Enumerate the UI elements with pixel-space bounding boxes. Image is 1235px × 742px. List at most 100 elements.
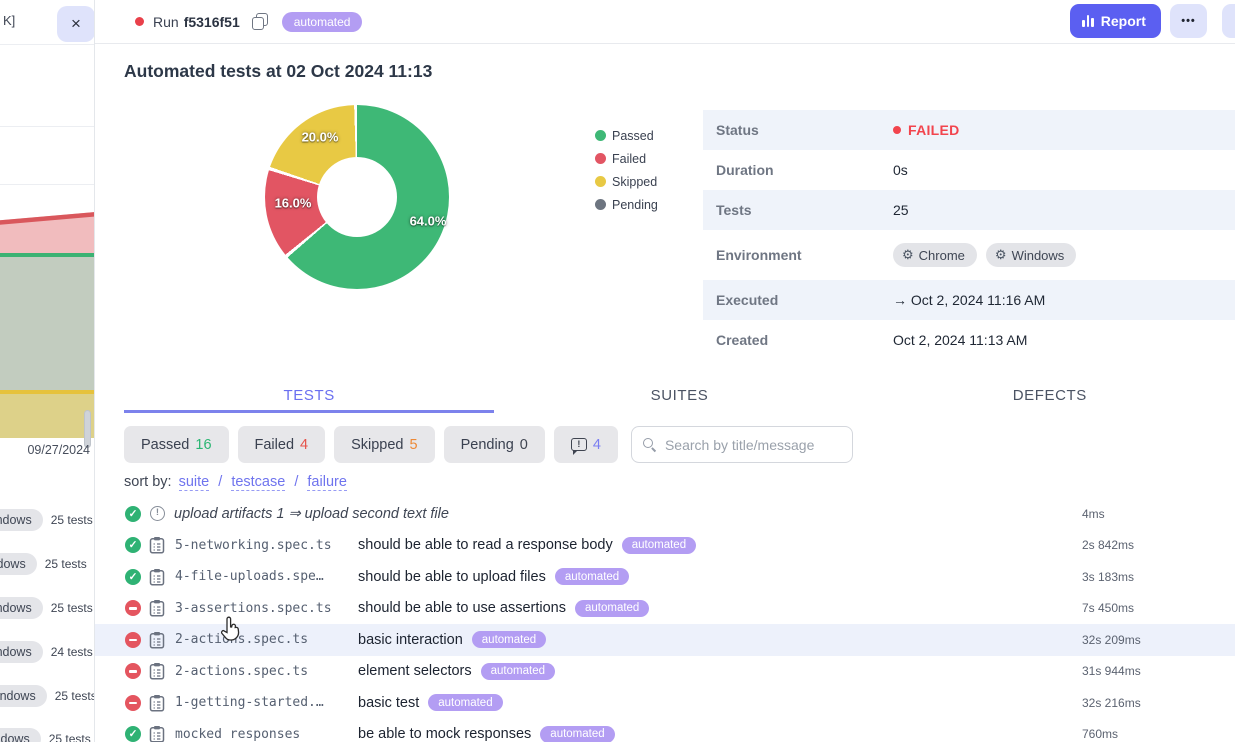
summary-row-environment: Environment ⚙ Chrome ⚙ Windows <box>703 230 1235 280</box>
test-file: 5-networking.spec.ts <box>175 537 332 553</box>
tab-tests[interactable]: TESTS <box>124 378 495 413</box>
retry-info-icon: ! <box>150 506 165 522</box>
test-row[interactable]: ! upload artifacts 1 ⇒ upload second tex… <box>95 498 1235 530</box>
passed-status-icon <box>125 726 141 742</box>
test-count: 25 tests <box>50 600 93 615</box>
environment-chips: ⚙ Chrome ⚙ Windows <box>893 243 1085 267</box>
legend-label: Passed <box>612 128 654 143</box>
failed-status-icon <box>125 694 141 711</box>
tab-suites[interactable]: SUITES <box>650 387 709 404</box>
legend-item-pending: Pending <box>595 193 658 216</box>
tab-defects[interactable]: DEFECTS <box>1012 387 1087 404</box>
automated-badge: automated <box>480 662 555 680</box>
testcase-icon <box>149 663 165 680</box>
test-count: 25 tests <box>54 688 95 703</box>
donut-failed-label: 16.0% <box>274 195 312 211</box>
run-list-item[interactable]: Windows 25 tests <box>0 506 94 533</box>
failed-dot-icon <box>595 153 606 164</box>
test-title: element selectors <box>358 663 472 680</box>
automated-badge: automated <box>621 536 697 554</box>
env-chip-chrome: ⚙ Chrome <box>893 243 977 267</box>
test-file: 1-getting-started.… <box>175 695 324 711</box>
filter-pending-button[interactable]: Pending 0 <box>443 426 545 463</box>
close-icon[interactable]: × <box>57 6 94 42</box>
filter-failed-button[interactable]: Failed 4 <box>237 426 326 463</box>
sort-by-testcase-link[interactable]: testcase <box>231 474 286 491</box>
status-badge: FAILED <box>908 122 960 138</box>
test-row-hovered[interactable]: 2-actions.spec.ts basic interaction auto… <box>95 624 1235 656</box>
summary-label: Tests <box>716 202 752 218</box>
os-chip: Windows <box>0 727 41 742</box>
tests-count-value: 25 <box>893 202 909 218</box>
summary-row-status: Status FAILED <box>703 110 1235 150</box>
run-list-item[interactable]: Windows 24 tests <box>0 638 94 665</box>
test-title: should be able to read a response body <box>358 537 613 554</box>
created-value: Oct 2, 2024 11:13 AM <box>893 332 1028 348</box>
clipped-action-button[interactable] <box>1222 4 1235 38</box>
test-title: should be able to use assertions <box>358 600 566 617</box>
filter-count: 0 <box>519 436 528 453</box>
copy-icon[interactable] <box>251 13 268 30</box>
run-list-item[interactable]: Windows 25 tests <box>0 682 95 709</box>
report-button[interactable]: Report <box>1070 4 1161 38</box>
testcase-icon <box>149 568 165 586</box>
test-title: basic interaction <box>358 631 463 648</box>
trend-date-label: 09/27/2024 <box>27 443 90 457</box>
sort-by-failure-link[interactable]: failure <box>307 474 347 491</box>
test-duration: 7s 450ms <box>1082 601 1135 616</box>
os-chip: Windows <box>0 552 37 575</box>
sidebar-divider <box>0 126 94 127</box>
summary-row-tests: Tests 25 <box>703 190 1235 230</box>
legend-item-passed: Passed <box>595 124 658 147</box>
automated-badge: automated <box>540 725 615 742</box>
sort-bar: sort by: suite / testcase / failure <box>124 474 350 491</box>
test-row[interactable]: 2-actions.spec.ts element selectors auto… <box>95 656 1235 688</box>
run-list-item[interactable]: Windows 25 tests <box>0 594 94 621</box>
filter-label: Passed <box>141 436 190 453</box>
test-row[interactable]: 3-assertions.spec.ts should be able to u… <box>95 593 1235 625</box>
test-row[interactable]: mocked responses be able to mock respons… <box>95 719 1235 742</box>
failed-status-icon <box>125 600 141 617</box>
chart-legend: Passed Failed Skipped Pending <box>595 124 658 216</box>
page-title: Automated tests at 02 Oct 2024 11:13 <box>124 61 433 81</box>
donut-hole <box>317 157 397 237</box>
trend-passed-line <box>0 253 94 257</box>
test-file: 3-assertions.spec.ts <box>175 600 332 616</box>
donut-passed-label: 64.0% <box>409 213 447 229</box>
filter-skipped-button[interactable]: Skipped 5 <box>334 426 435 463</box>
test-file: 2-actions.spec.ts <box>175 663 309 679</box>
summary-label: Created <box>716 332 769 348</box>
legend-item-skipped: Skipped <box>595 170 658 193</box>
more-actions-button[interactable]: ••• <box>1170 4 1207 38</box>
filter-passed-button[interactable]: Passed 16 <box>124 426 229 463</box>
run-list-item[interactable]: Windows 25 tests <box>0 725 94 742</box>
duration-value: 0s <box>893 162 908 178</box>
sort-separator: / <box>218 474 223 490</box>
filter-label: Skipped <box>351 436 404 453</box>
test-row[interactable]: 5-networking.spec.ts should be able to r… <box>95 530 1235 562</box>
testcase-icon <box>149 631 165 649</box>
test-row[interactable]: 4-file-uploads.spe… should be able to up… <box>95 561 1235 593</box>
sort-by-suite-link[interactable]: suite <box>178 474 210 491</box>
status-value: FAILED <box>893 122 960 138</box>
run-list-item[interactable]: Windows 25 tests <box>0 550 94 577</box>
filter-retries-button[interactable]: ! 4 <box>553 426 618 463</box>
sort-label: sort by: <box>124 474 172 490</box>
donut-skipped-label: 20.0% <box>301 129 339 145</box>
test-duration: 760ms <box>1082 727 1119 742</box>
os-chip: Windows <box>0 596 43 619</box>
automated-badge: automated <box>281 11 363 32</box>
failed-status-icon <box>125 631 141 648</box>
results-donut-chart: 64.0% 16.0% 20.0% <box>265 105 449 289</box>
passed-status-icon <box>125 505 141 522</box>
os-chip: Windows <box>0 508 43 531</box>
filter-bar: Passed 16 Failed 4 Skipped 5 Pending 0 !… <box>124 426 853 463</box>
detail-tabs: TESTS SUITES DEFECTS <box>124 378 1235 413</box>
search-input[interactable] <box>664 436 842 453</box>
test-title: upload artifacts 1 ⇒ upload second text … <box>174 505 449 522</box>
sidebar-scrollbar[interactable] <box>84 410 91 448</box>
test-row[interactable]: 1-getting-started.… basic test automated… <box>95 687 1235 719</box>
search-box <box>630 426 853 463</box>
failed-status-icon <box>125 663 141 680</box>
